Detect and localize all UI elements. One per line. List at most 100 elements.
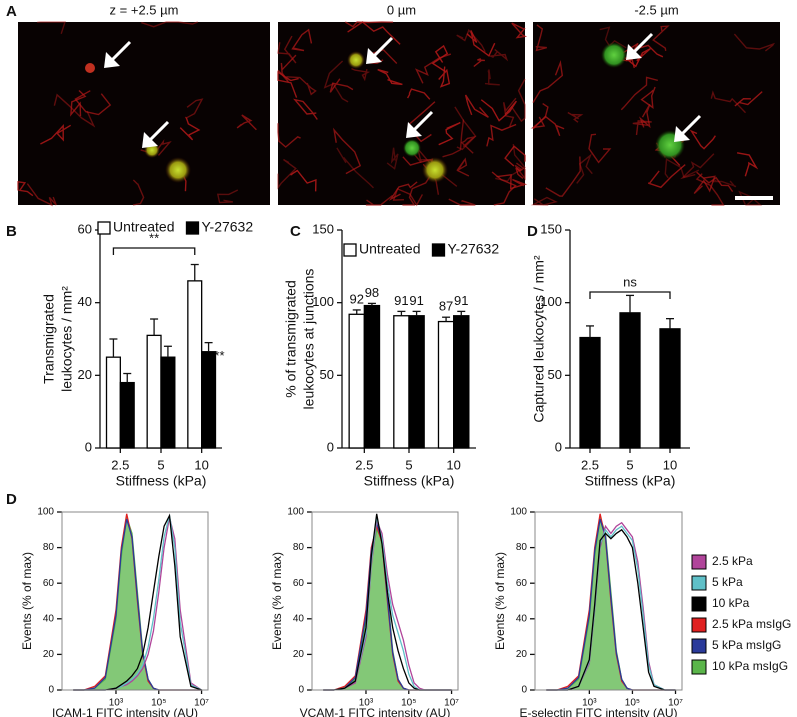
image-title: z = +2.5 µm	[110, 2, 179, 17]
image-title: 0 µm	[387, 2, 416, 17]
plot-frame	[61, 511, 209, 691]
cell-junction	[510, 78, 526, 123]
cell-junction	[515, 167, 524, 179]
x-axis-label: E-selectin FITC intensity (AU)	[519, 706, 677, 717]
y-tick-label: 0	[298, 685, 304, 696]
cell-junction	[277, 158, 297, 190]
cell-junction	[689, 129, 716, 150]
y-tick-label: 80	[43, 542, 55, 553]
cell-junction	[738, 190, 763, 206]
cell-junction	[438, 121, 461, 146]
cell-junction	[480, 99, 517, 122]
scale-bar	[735, 196, 773, 200]
arrowhead	[406, 122, 422, 138]
y-tick-label: 0	[85, 439, 92, 454]
cell-junction	[530, 196, 558, 206]
cell-junction	[329, 78, 354, 93]
y-tick-label: 20	[293, 649, 305, 660]
cell-junction	[179, 117, 201, 141]
y-axis-label: Transmigrated	[41, 294, 57, 384]
cell-junction	[486, 123, 517, 147]
cell-junction	[696, 171, 734, 193]
bar	[408, 315, 425, 449]
cell-junction	[532, 59, 564, 103]
cell-junction	[464, 94, 489, 118]
y-tick-label: 40	[293, 613, 305, 624]
legend-swatch	[691, 575, 707, 591]
y-axis-label: leukocytes at junctions	[301, 269, 317, 410]
cell-junction	[487, 48, 509, 62]
y-tick-label: 0	[555, 439, 562, 454]
bar	[201, 351, 217, 449]
panel-label: D	[6, 491, 17, 508]
legend-label: Y-27632	[447, 241, 499, 257]
y-tick-label: 40	[516, 613, 528, 624]
line	[546, 528, 676, 691]
panel-label: A	[6, 3, 17, 20]
cell-junction	[431, 44, 449, 72]
y-tick-label: 40	[78, 294, 92, 309]
x-tick-label: 2.5	[355, 457, 373, 472]
y-axis-label: Events (% of max)	[493, 552, 507, 650]
value-label: 91	[454, 293, 468, 308]
cell-junction	[599, 26, 627, 49]
cell-junction	[277, 54, 297, 83]
y-tick-label: 0	[48, 685, 54, 696]
y-tick-label: 80	[293, 542, 305, 553]
cell-junction	[495, 143, 527, 182]
legend-swatch	[691, 638, 707, 654]
bracket	[112, 247, 196, 255]
x-axis-label: VCAM-1 FITC intensity (AU)	[300, 706, 451, 717]
bar	[160, 356, 176, 449]
cell-junction	[695, 173, 725, 206]
cell-junction	[710, 90, 747, 114]
x-axis-label: Stiffness (kPa)	[116, 473, 207, 489]
legend-label: Y-27632	[201, 219, 253, 235]
x-axis-label: Stiffness (kPa)	[364, 473, 455, 489]
cell-junction	[37, 21, 66, 35]
bar	[187, 280, 203, 449]
legend-swatch	[691, 554, 707, 570]
bar	[146, 334, 162, 449]
cell-junction	[377, 68, 403, 86]
cell-junction	[448, 198, 476, 206]
legend-label: Untreated	[359, 241, 420, 257]
cell-junction	[466, 30, 496, 57]
bar	[659, 328, 681, 449]
x-tick-label: 10	[446, 457, 460, 472]
cell-junction	[40, 124, 72, 145]
cell-junction	[293, 98, 318, 120]
x-tick-label: 10	[663, 457, 677, 472]
y-axis-label: Events (% of max)	[270, 552, 284, 650]
y-tick-label: 150	[540, 221, 562, 236]
cell-junction	[365, 194, 393, 206]
cell-junction	[588, 133, 612, 164]
legend-swatch	[691, 596, 707, 612]
cell-junction	[406, 88, 431, 100]
cell-junction	[286, 76, 317, 96]
cell-junction	[291, 28, 313, 52]
legend-label: 10 kPa msIgG	[712, 659, 788, 673]
significance: ns	[623, 274, 637, 289]
cell-junction	[141, 21, 199, 28]
cell-junction	[74, 90, 112, 116]
cell-junction	[386, 147, 399, 170]
value-label: 92	[350, 291, 364, 306]
x-tick-label: 5	[405, 457, 412, 472]
cell-junction	[332, 127, 362, 175]
bar	[579, 336, 601, 449]
x-tick-label: 10⁵	[625, 698, 640, 709]
cell-junction	[402, 170, 435, 206]
cell-junction	[216, 189, 239, 204]
legend-swatch	[185, 221, 200, 235]
panel-label: D	[527, 223, 538, 240]
legend-swatch	[343, 243, 357, 257]
x-tick-label: 10⁷	[668, 698, 683, 709]
leukocyte	[403, 139, 421, 157]
y-tick-label: 0	[327, 439, 334, 454]
cell-junction	[460, 135, 477, 154]
cell-junction	[132, 179, 145, 206]
cell-junction	[567, 111, 584, 123]
cell-junction	[664, 158, 700, 179]
